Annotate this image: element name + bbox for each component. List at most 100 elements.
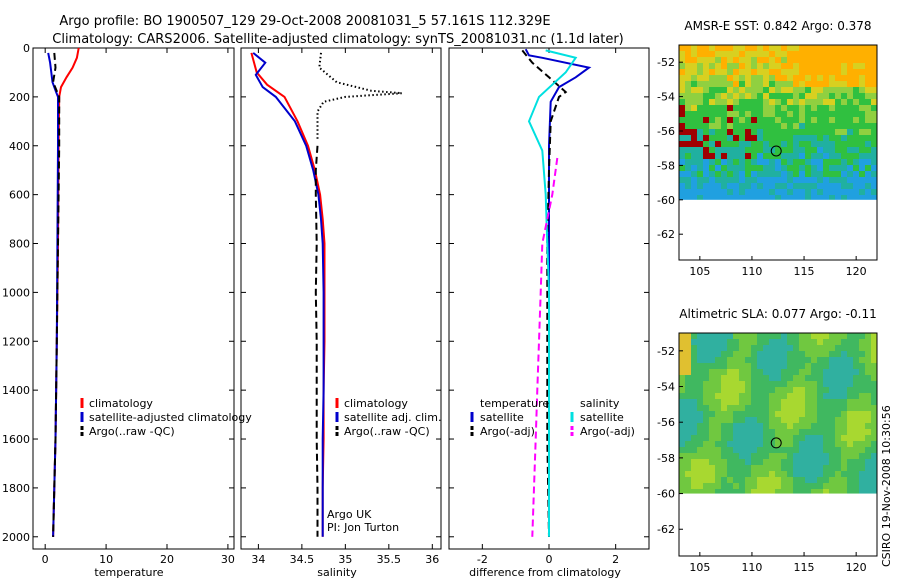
sla-map-cell bbox=[781, 381, 787, 387]
sla-map-cell bbox=[841, 417, 847, 423]
sst-map-cell bbox=[835, 153, 841, 159]
sst-map-cell bbox=[721, 195, 727, 200]
sla-map-cell bbox=[763, 369, 769, 375]
sst-map-cell bbox=[775, 135, 781, 141]
sla-map-cell bbox=[709, 417, 715, 423]
sla-map-cell bbox=[871, 441, 877, 447]
sla-map-cell bbox=[799, 489, 805, 494]
sst-map-cell bbox=[757, 189, 763, 195]
sla-map-cell bbox=[763, 411, 769, 417]
sla-map-cell bbox=[775, 429, 781, 435]
sla-map-cell bbox=[739, 351, 745, 357]
sst-map-cell bbox=[793, 135, 799, 141]
sla-map-cell bbox=[805, 423, 811, 429]
sst-map-cell bbox=[847, 171, 853, 177]
sst-map-cell bbox=[685, 69, 691, 75]
sst-map-cell bbox=[781, 111, 787, 117]
sst-map-cell bbox=[721, 171, 727, 177]
sst-map-cell bbox=[787, 135, 793, 141]
sla-map-cell bbox=[835, 489, 841, 494]
sst-map: 105 110 115 120-52-54-56-58-60-62 bbox=[657, 44, 878, 278]
sla-map-cell bbox=[805, 477, 811, 483]
sla-map-cell bbox=[703, 399, 709, 405]
sst-map-cell bbox=[703, 159, 709, 165]
sst-map-cell bbox=[709, 99, 715, 105]
sla-map-cell bbox=[763, 345, 769, 351]
sla-map-cell bbox=[871, 417, 877, 423]
sla-map-cell bbox=[697, 399, 703, 405]
sst-map-cell bbox=[775, 51, 781, 57]
sst-map-cell bbox=[721, 183, 727, 189]
sst-map-cell bbox=[781, 105, 787, 111]
sst-map-cell bbox=[823, 165, 829, 171]
sla-map-cell bbox=[775, 465, 781, 471]
sst-map-cell bbox=[679, 93, 685, 99]
sst-map-cell bbox=[769, 69, 775, 75]
sla-map-cell bbox=[775, 405, 781, 411]
sla-map-cell bbox=[799, 435, 805, 441]
sla-map-cell bbox=[703, 429, 709, 435]
sst-map-cell bbox=[799, 129, 805, 135]
sst-map-cell bbox=[745, 117, 751, 123]
sla-map-cell bbox=[865, 417, 871, 423]
sst-map-cell bbox=[697, 165, 703, 171]
sst-map-cell bbox=[823, 57, 829, 63]
sst-map-cell bbox=[787, 159, 793, 165]
sla-map-cell bbox=[709, 477, 715, 483]
sst-map-cell bbox=[691, 63, 697, 69]
sst-map-cell bbox=[769, 189, 775, 195]
sst-map-cell bbox=[697, 129, 703, 135]
sla-map-cell bbox=[823, 489, 829, 494]
sla-map-cell bbox=[763, 417, 769, 423]
sla-map-cell bbox=[775, 471, 781, 477]
sla-map-cell bbox=[715, 489, 721, 494]
sla-map-cell bbox=[835, 429, 841, 435]
sst-map-cell bbox=[847, 51, 853, 57]
sla-map-cell bbox=[835, 465, 841, 471]
sla-map-cell bbox=[793, 363, 799, 369]
sla-map-cell bbox=[697, 405, 703, 411]
sst-map-cell bbox=[775, 105, 781, 111]
sla-map-cell bbox=[787, 339, 793, 345]
sla-map-cell bbox=[781, 333, 787, 339]
sla-map-cell bbox=[715, 477, 721, 483]
sst-map-cell bbox=[853, 177, 859, 183]
sst-map-cell bbox=[721, 123, 727, 129]
sla-map-cell bbox=[805, 441, 811, 447]
sla-map-cell bbox=[769, 489, 775, 494]
sla-map-cell bbox=[793, 411, 799, 417]
sla-map-cell bbox=[859, 423, 865, 429]
sla-map-cell bbox=[865, 489, 871, 494]
sst-map-cell bbox=[829, 57, 835, 63]
sst-map-cell bbox=[775, 165, 781, 171]
sst-map-cell bbox=[763, 111, 769, 117]
sst-map-cell bbox=[817, 69, 823, 75]
sla-map-cell bbox=[745, 363, 751, 369]
sla-map-cell bbox=[691, 351, 697, 357]
sla-map-cell bbox=[781, 483, 787, 489]
sla-map-cell bbox=[847, 477, 853, 483]
sla-map-cell bbox=[787, 483, 793, 489]
difference-legend-header: temperature bbox=[480, 397, 549, 410]
sla-map-cell bbox=[799, 339, 805, 345]
sla-map-cell bbox=[835, 399, 841, 405]
sst-map-cell bbox=[733, 141, 739, 147]
sst-map-cell bbox=[691, 57, 697, 63]
difference-panel: -2 0 2temperaturesatelliteArgo(-adj)salini… bbox=[448, 47, 650, 566]
sst-map-cell bbox=[715, 141, 721, 147]
sst-map-cell bbox=[691, 189, 697, 195]
sst-map-cell bbox=[691, 45, 697, 51]
sst-map-cell bbox=[817, 57, 823, 63]
sla-map-cell bbox=[811, 333, 817, 339]
sst-map-cell bbox=[853, 159, 859, 165]
sst-map-cell bbox=[781, 99, 787, 105]
sst-map-cell bbox=[823, 123, 829, 129]
sla-map-cell bbox=[727, 411, 733, 417]
sla-map-cell bbox=[823, 357, 829, 363]
sst-map-cell bbox=[709, 135, 715, 141]
sst-map-cell bbox=[769, 171, 775, 177]
sst-map-cell bbox=[709, 105, 715, 111]
salinity-series-climatology bbox=[250, 52, 326, 537]
depth-tick-label: 200 bbox=[9, 91, 30, 104]
sst-map-cell bbox=[823, 45, 829, 51]
